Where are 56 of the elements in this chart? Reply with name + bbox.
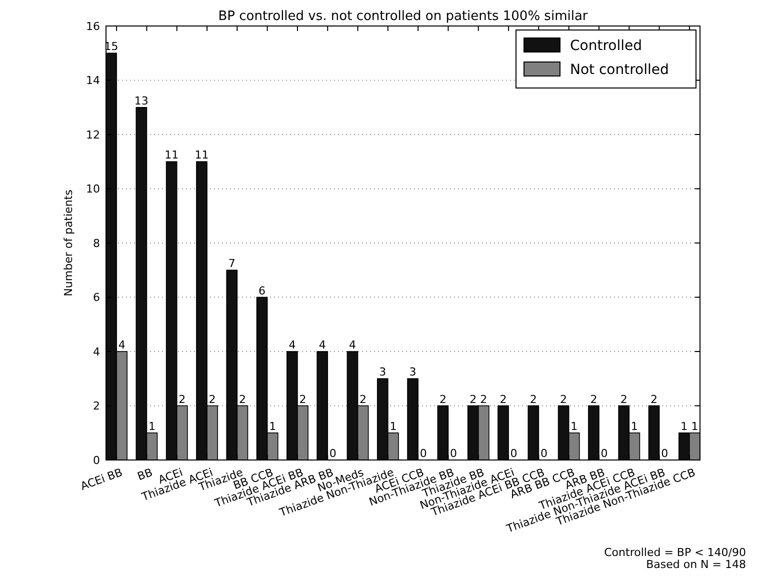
data-label: 2	[500, 392, 507, 406]
data-label: 4	[348, 338, 356, 352]
data-label: 2	[480, 392, 488, 406]
x-tick-label: ACEi BB	[78, 466, 124, 493]
data-label: 2	[590, 392, 598, 406]
y-tick-label: 6	[93, 291, 100, 304]
data-label: 13	[134, 94, 148, 108]
data-label: 1	[570, 420, 578, 433]
data-label: 7	[228, 257, 236, 270]
y-tick-label: 16	[86, 20, 100, 33]
data-label: 4	[118, 338, 126, 352]
y-tick-label: 2	[93, 400, 100, 413]
data-label: 4	[288, 338, 296, 352]
y-tick-label: 10	[86, 182, 100, 196]
y-tick-label: 12	[86, 128, 100, 142]
y-tick-label: 8	[93, 236, 100, 250]
data-label: 2	[650, 392, 658, 406]
data-label: 11	[164, 148, 179, 162]
data-label: 0	[329, 447, 336, 460]
data-label: 3	[409, 366, 416, 379]
data-label: 2	[620, 392, 628, 406]
data-label: 1	[148, 420, 156, 433]
data-label: 0	[450, 447, 458, 460]
x-tick-label: BB	[136, 466, 154, 484]
legend-label: Controlled	[570, 38, 642, 54]
chart-title: BP controlled vs. not controlled on patients 100% similar	[218, 9, 588, 24]
y-tick-label: 4	[93, 345, 100, 358]
data-label: 2	[178, 392, 186, 406]
data-label: 1	[691, 420, 698, 433]
data-label: 1	[390, 420, 397, 433]
text: Based on N = 148	[646, 558, 746, 571]
data-label: 0	[510, 447, 518, 460]
data-label: 2	[238, 392, 246, 406]
data-label: 6	[258, 284, 266, 298]
text: Controlled = BP < 140/90	[604, 546, 746, 559]
data-label: 0	[540, 447, 548, 460]
data-label: 2	[439, 392, 446, 406]
data-label: 0	[600, 447, 608, 460]
data-label: 3	[379, 366, 386, 379]
data-label: 1	[630, 420, 638, 433]
data-label: 0	[420, 447, 427, 460]
data-label: 11	[194, 148, 209, 162]
data-label: 0	[661, 447, 668, 460]
data-label: 2	[560, 392, 568, 406]
legend-label: Not controlled	[570, 62, 669, 78]
y-tick-label: 0	[93, 454, 100, 467]
data-label: 2	[299, 392, 306, 406]
data-label: 1	[680, 420, 688, 433]
data-label: 2	[530, 392, 537, 406]
data-label: 2	[208, 392, 216, 406]
data-label: 4	[318, 338, 326, 352]
y-axis-title: Number of patients	[62, 189, 75, 296]
y-tick-label: 14	[86, 74, 100, 88]
data-label: 2	[360, 392, 367, 406]
data-label: 2	[470, 392, 477, 406]
data-label: 1	[269, 420, 276, 433]
